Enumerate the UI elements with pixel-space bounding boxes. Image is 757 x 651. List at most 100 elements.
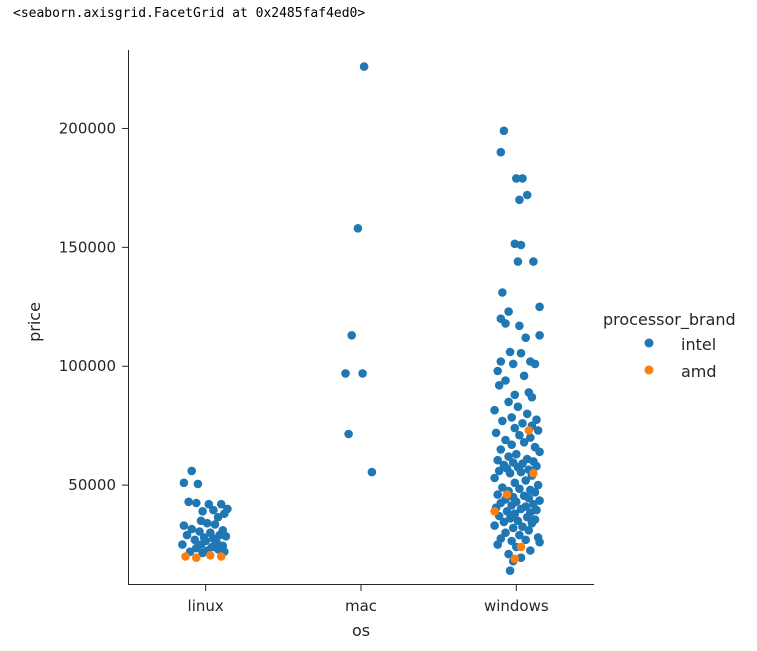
point-intel: [535, 537, 544, 547]
point-intel: [198, 507, 207, 516]
point-intel: [499, 517, 509, 527]
legend-label-amd: amd: [681, 362, 717, 381]
point-intel: [513, 257, 523, 266]
point-intel: [507, 501, 516, 510]
legend-marker-amd: [644, 365, 654, 375]
point-intel: [195, 527, 204, 536]
point-intel: [358, 369, 367, 378]
y-axis-ticks: 50000 100000 150000 200000: [59, 119, 128, 494]
point-intel: [505, 468, 515, 478]
point-intel: [519, 371, 529, 381]
point-intel: [533, 480, 543, 490]
point-intel: [515, 530, 524, 540]
point-intel: [512, 449, 521, 459]
point-intel: [216, 499, 226, 509]
point-intel: [493, 490, 503, 499]
point-intel: [519, 438, 529, 447]
point-intel: [507, 440, 516, 450]
point-intel: [507, 413, 516, 422]
point-intel: [490, 473, 499, 483]
point-intel: [198, 548, 207, 558]
point-intel: [535, 331, 544, 340]
point-intel: [494, 466, 504, 476]
point-amd: [510, 554, 520, 564]
point-amd: [206, 551, 215, 560]
point-intel: [341, 369, 350, 378]
point-intel: [515, 430, 524, 440]
point-intel: [533, 426, 543, 435]
point-intel: [353, 224, 363, 233]
point-intel: [209, 505, 218, 515]
point-intel: [192, 498, 201, 508]
point-intel: [532, 461, 541, 471]
point-intel: [202, 518, 212, 528]
legend: processor_brand intel amd: [603, 310, 736, 381]
point-intel: [518, 174, 527, 183]
point-intel: [187, 524, 196, 534]
point-intel: [344, 429, 353, 439]
point-intel: [193, 479, 203, 489]
point-amd: [516, 542, 526, 552]
point-intel: [530, 359, 540, 369]
point-intel: [535, 447, 544, 457]
point-amd: [490, 507, 499, 516]
point-intel: [516, 348, 526, 358]
point-intel: [515, 321, 524, 331]
point-intel: [505, 347, 515, 357]
point-intel: [347, 331, 357, 340]
point-intel: [505, 514, 515, 523]
point-intel: [498, 416, 507, 426]
point-intel: [513, 516, 523, 526]
point-intel: [493, 540, 503, 549]
point-intel: [535, 496, 544, 505]
point-amd: [524, 426, 534, 435]
point-intel: [490, 405, 499, 415]
point-intel: [518, 419, 527, 428]
point-intel: [522, 409, 532, 419]
plot-points: [178, 62, 544, 575]
point-intel: [526, 433, 535, 442]
point-intel: [490, 521, 499, 530]
legend-title: processor_brand: [603, 310, 736, 330]
point-intel: [178, 540, 187, 549]
point-intel: [526, 546, 535, 555]
x-axis-label: os: [352, 621, 370, 640]
point-intel: [221, 532, 231, 541]
point-amd: [216, 552, 226, 561]
point-intel: [524, 526, 534, 535]
point-intel: [513, 402, 523, 412]
point-intel: [498, 483, 507, 492]
point-intel: [510, 478, 520, 488]
point-intel: [522, 190, 532, 200]
point-intel: [529, 257, 538, 266]
point-intel: [530, 488, 540, 497]
point-intel: [522, 512, 532, 522]
y-tick-label: 150000: [59, 238, 116, 256]
point-intel: [182, 530, 192, 540]
point-intel: [494, 381, 504, 390]
y-tick-label: 200000: [59, 119, 116, 137]
point-intel: [508, 359, 518, 369]
point-intel: [527, 518, 537, 528]
x-axis-ticks: linux mac windows: [188, 585, 549, 615]
point-intel: [179, 478, 189, 488]
point-intel: [187, 466, 196, 476]
point-intel: [507, 536, 516, 546]
point-amd: [529, 468, 538, 478]
point-intel: [493, 455, 503, 465]
point-intel: [496, 357, 506, 366]
point-intel: [491, 428, 501, 438]
point-intel: [521, 535, 530, 545]
point-intel: [504, 307, 513, 316]
point-intel: [179, 521, 189, 530]
legend-label-intel: intel: [681, 335, 716, 354]
point-intel: [521, 476, 530, 485]
point-intel: [535, 302, 544, 312]
point-intel: [516, 240, 526, 250]
y-tick-label: 100000: [59, 357, 116, 375]
point-intel: [213, 512, 223, 522]
point-intel: [499, 126, 509, 136]
point-intel: [496, 147, 506, 157]
point-intel: [510, 390, 520, 400]
point-intel: [504, 452, 513, 461]
